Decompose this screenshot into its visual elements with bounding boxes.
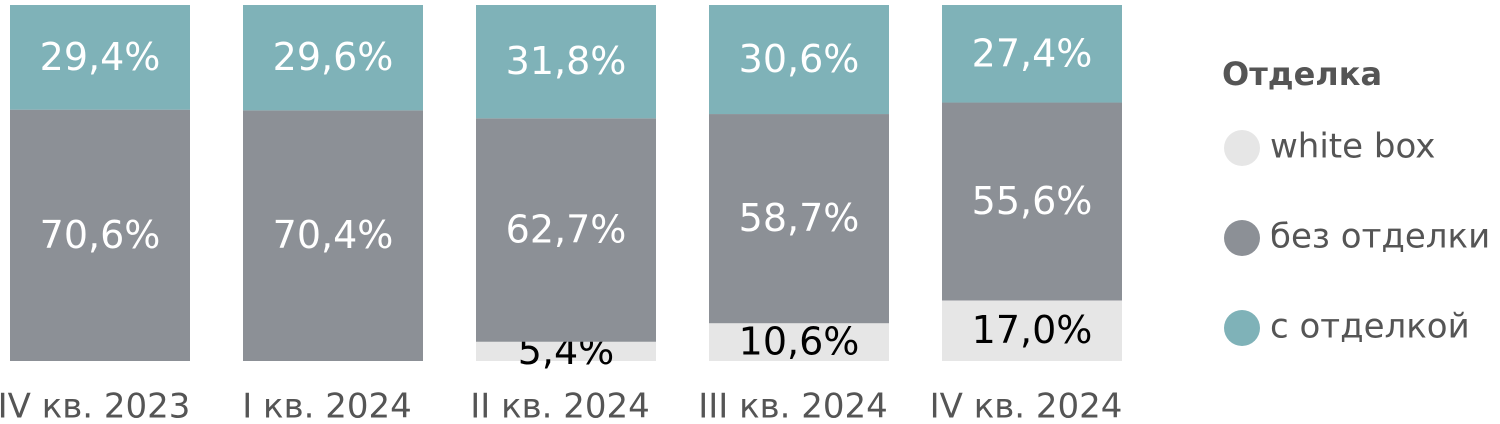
value-label: 31,8%: [506, 39, 627, 83]
value-label: 27,4%: [972, 31, 1093, 75]
value-label: 55,6%: [972, 179, 1093, 223]
x-tick-label: III кв. 2024: [698, 387, 888, 424]
value-label: 17,0%: [972, 308, 1093, 352]
bar-segment: [10, 109, 190, 361]
bar-segment: [10, 5, 190, 110]
legend-swatch: [1224, 220, 1260, 256]
legend-label: без отделки: [1270, 217, 1490, 257]
bar-segment: [476, 5, 656, 119]
bar-segment: [709, 114, 889, 324]
x-tick-label: IV кв. 2023: [0, 387, 190, 424]
bar-segment: [709, 323, 889, 361]
x-tick-label: I кв. 2024: [242, 387, 412, 424]
bar-segment: [476, 341, 656, 361]
value-label: 58,7%: [739, 196, 860, 240]
bar-segment: [243, 110, 423, 361]
value-label: 70,6%: [40, 213, 161, 257]
bar-segment: [476, 118, 656, 342]
bar-segment: [942, 102, 1122, 301]
value-label: 10,6%: [739, 320, 860, 364]
legend-title: Отделка: [1222, 55, 1382, 93]
x-tick-label: II кв. 2024: [470, 387, 650, 424]
value-label: 30,6%: [739, 37, 860, 81]
bar-segment: [243, 5, 423, 111]
value-label: 62,7%: [506, 208, 627, 252]
legend-swatch: [1224, 130, 1260, 166]
value-label: 29,6%: [273, 35, 394, 79]
bar-segment: [709, 5, 889, 115]
legend-swatch: [1224, 310, 1260, 346]
x-tick-label: IV кв. 2024: [930, 387, 1123, 424]
legend-label: white box: [1270, 127, 1435, 167]
value-label: 70,4%: [273, 213, 394, 257]
bar-segment: [942, 300, 1122, 361]
value-label: 29,4%: [40, 35, 161, 79]
bar-segment: [942, 5, 1122, 103]
legend-label: с отделкой: [1270, 307, 1470, 347]
